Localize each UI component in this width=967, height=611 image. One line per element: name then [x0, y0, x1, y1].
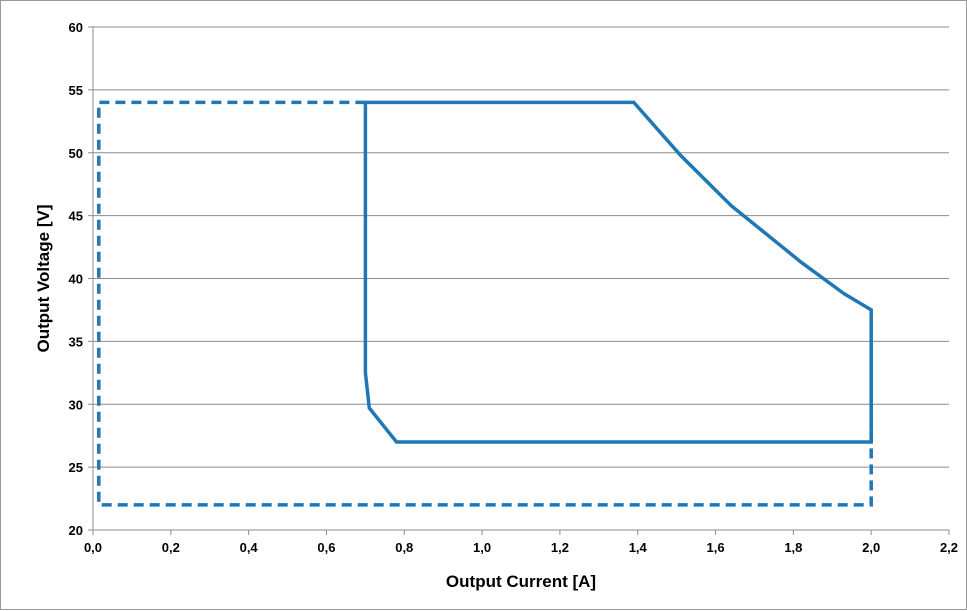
x-tick-label: 0,6: [317, 540, 335, 555]
x-tick-label: 1,6: [707, 540, 725, 555]
x-tick-label: 1,4: [629, 540, 648, 555]
y-tick-label: 60: [69, 20, 83, 35]
grid-lines: [93, 26, 949, 468]
axes: [88, 26, 950, 535]
y-axis-title: Output Voltage [V]: [34, 205, 53, 353]
x-tick-label: 2,2: [940, 540, 958, 555]
y-tick-label: 50: [69, 146, 83, 161]
y-tick-label: 25: [69, 460, 83, 475]
x-tick-label: 0,0: [84, 540, 102, 555]
x-tick-label: 1,0: [473, 540, 491, 555]
x-tick-label: 2,0: [862, 540, 880, 555]
x-tick-label: 1,8: [784, 540, 802, 555]
y-tick-label: 30: [69, 397, 83, 412]
y-tick-label: 35: [69, 334, 83, 349]
y-tick-label: 55: [69, 83, 83, 98]
y-tick-label: 20: [69, 523, 83, 538]
x-axis-title: Output Current [A]: [446, 572, 596, 591]
x-tick-label: 0,4: [240, 540, 259, 555]
y-tick-label: 40: [69, 272, 83, 287]
y-tick-label: 45: [69, 209, 83, 224]
series-line-solid: [363, 100, 873, 444]
tick-labels: 20 25 30 35 40 45 50 55 60 0,0 0,2 0,4 0,6 0,8 1,0 1,2 1…: [69, 20, 959, 555]
x-tick-label: 1,2: [551, 540, 569, 555]
series-line-dashed: [97, 100, 873, 507]
x-tick-label: 0,2: [162, 540, 180, 555]
x-tick-label: 0,8: [395, 540, 413, 555]
data-series: [97, 100, 873, 507]
